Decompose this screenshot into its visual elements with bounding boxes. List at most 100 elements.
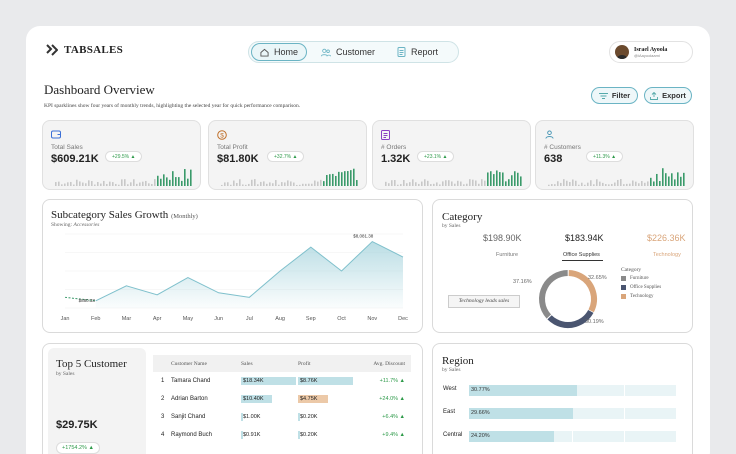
column-header[interactable]: Profit bbox=[298, 355, 355, 372]
profit-bar bbox=[298, 395, 328, 403]
spark-bar bbox=[251, 179, 253, 186]
spark-bar bbox=[409, 182, 411, 186]
nav-home[interactable]: Home bbox=[251, 43, 308, 61]
region-row[interactable]: East 29.66% bbox=[443, 408, 676, 419]
filter-button[interactable]: Filter bbox=[591, 87, 638, 104]
spark-bar bbox=[184, 169, 186, 186]
kpi-card-customers[interactable]: # Customers 638 +11.3% ▲ bbox=[535, 120, 694, 190]
region-row[interactable]: West 30.77% bbox=[443, 385, 676, 396]
legend-item-office[interactable]: Office Supplies bbox=[621, 285, 661, 290]
spark-bar bbox=[148, 183, 150, 186]
spark-bar bbox=[314, 180, 316, 186]
spark-bar bbox=[466, 183, 468, 186]
kpi-card-orders[interactable]: # Orders 1.32K +23.1% ▲ bbox=[372, 120, 531, 190]
spark-bar bbox=[157, 175, 159, 186]
kpi-card-sales[interactable]: Total Sales $609.21K +29.5% ▲ bbox=[42, 120, 201, 190]
spark-bar bbox=[257, 184, 259, 186]
spark-bar bbox=[605, 184, 607, 186]
spark-bar bbox=[109, 181, 111, 186]
table-row[interactable]: 1 Tamara Chand $18.34K $8.76K +11.7% ▲ bbox=[153, 372, 411, 390]
spark-bar bbox=[551, 184, 553, 186]
nav-customer[interactable]: Customer bbox=[313, 43, 383, 61]
spark-bar bbox=[554, 184, 556, 186]
legend-item-furniture[interactable]: Furniture bbox=[621, 276, 661, 281]
spark-bar bbox=[160, 178, 162, 186]
spark-bar bbox=[73, 184, 75, 186]
showing-value: Accessories bbox=[73, 222, 100, 228]
region-name: East bbox=[443, 409, 456, 415]
wallet-icon bbox=[51, 130, 61, 139]
column-header[interactable]: Sales bbox=[241, 355, 298, 372]
region-percent: 24.20% bbox=[471, 433, 490, 439]
subcategory-showing[interactable]: Showing: Accessories bbox=[51, 222, 99, 228]
spark-bar bbox=[442, 181, 444, 186]
spark-bar bbox=[436, 182, 438, 186]
kpi-card-profit[interactable]: $ Total Profit $81.80K +32.7% ▲ bbox=[208, 120, 367, 190]
region-row[interactable]: Central 24.20% bbox=[443, 431, 676, 442]
donut-slice[interactable] bbox=[533, 264, 603, 334]
brand[interactable]: TABSALES bbox=[46, 44, 123, 56]
user-profile[interactable]: Israel Ayoola @iAayoolaami bbox=[609, 41, 693, 63]
top-customers-table: Customer Name Sales Profit Avg. Discount… bbox=[153, 355, 411, 444]
kpi-value: $609.21K bbox=[51, 153, 99, 165]
category-value-furniture: $198.90K bbox=[483, 233, 522, 243]
spark-bar bbox=[293, 182, 295, 186]
table-row[interactable]: 3 Sanjit Chand $1.00K $0.20K +6.4% ▲ bbox=[153, 408, 411, 426]
x-tick-label: Dec bbox=[398, 316, 408, 322]
kpi-value: 638 bbox=[544, 153, 563, 165]
spark-bar bbox=[427, 180, 429, 186]
spark-bar bbox=[64, 183, 66, 186]
spark-bar bbox=[548, 184, 550, 186]
donut-slice[interactable] bbox=[533, 264, 603, 334]
sales-value: $18.34K bbox=[243, 378, 264, 384]
column-header[interactable]: Customer Name bbox=[171, 355, 241, 372]
top-customers-title: Top 5 Customer bbox=[56, 358, 127, 370]
customer-name: Tamara Chand bbox=[171, 378, 211, 384]
table-row[interactable]: 2 Adrian Barton $10.40K $4.75K +24.0% ▲ bbox=[153, 390, 411, 408]
spark-bar bbox=[118, 184, 120, 186]
discount-value: +6.4% ▲ bbox=[382, 414, 405, 420]
profit-bar bbox=[298, 431, 300, 439]
spark-bar bbox=[475, 180, 477, 186]
sales-cell: $18.34K bbox=[241, 372, 298, 390]
sales-value: $10.40K bbox=[243, 396, 264, 402]
spark-bar bbox=[290, 181, 292, 186]
spark-bar bbox=[647, 181, 649, 186]
region-bar: 29.66% bbox=[469, 408, 574, 419]
sales-cell: $1.00K bbox=[241, 408, 298, 426]
table-row[interactable]: 4 Raymond Buch $0.91K $0.20K +9.4% ▲ bbox=[153, 426, 411, 444]
spark-bar bbox=[668, 176, 670, 186]
spark-bar bbox=[484, 180, 486, 186]
data-label: $8,081.38 bbox=[353, 234, 374, 239]
spark-bar bbox=[472, 179, 474, 186]
x-tick-label: Jul bbox=[246, 316, 253, 322]
spark-bar bbox=[587, 182, 589, 186]
spark-bar bbox=[221, 184, 223, 186]
export-button[interactable]: Export bbox=[644, 87, 692, 104]
region-bar: 24.20% bbox=[469, 431, 555, 442]
spark-bar bbox=[329, 174, 331, 186]
subcategory-panel: Subcategory Sales Growth (Monthly) Showi… bbox=[42, 199, 423, 333]
spark-bar bbox=[151, 183, 153, 186]
avatar bbox=[615, 45, 629, 59]
profit-value: $8.76K bbox=[300, 378, 318, 384]
x-tick-label: Aug bbox=[275, 316, 285, 322]
spark-bar bbox=[677, 172, 679, 186]
legend-swatch bbox=[621, 294, 626, 299]
spark-bar bbox=[100, 183, 102, 186]
legend-item-technology[interactable]: Technology bbox=[621, 294, 661, 299]
column-header[interactable]: Avg. Discount bbox=[355, 355, 411, 372]
x-tick-label: Sep bbox=[306, 316, 316, 322]
nav-customer-label: Customer bbox=[336, 47, 376, 57]
spark-bar bbox=[511, 175, 513, 186]
spark-bar bbox=[178, 177, 180, 186]
kpi-label: Total Profit bbox=[217, 144, 248, 151]
spark-bar bbox=[412, 179, 414, 186]
spark-bar bbox=[236, 183, 238, 186]
spark-bar bbox=[103, 180, 105, 186]
spark-bar bbox=[584, 184, 586, 186]
nav-report[interactable]: Report bbox=[389, 43, 446, 61]
spark-bar bbox=[124, 179, 126, 186]
legend-swatch bbox=[621, 285, 626, 290]
export-icon bbox=[650, 91, 659, 100]
